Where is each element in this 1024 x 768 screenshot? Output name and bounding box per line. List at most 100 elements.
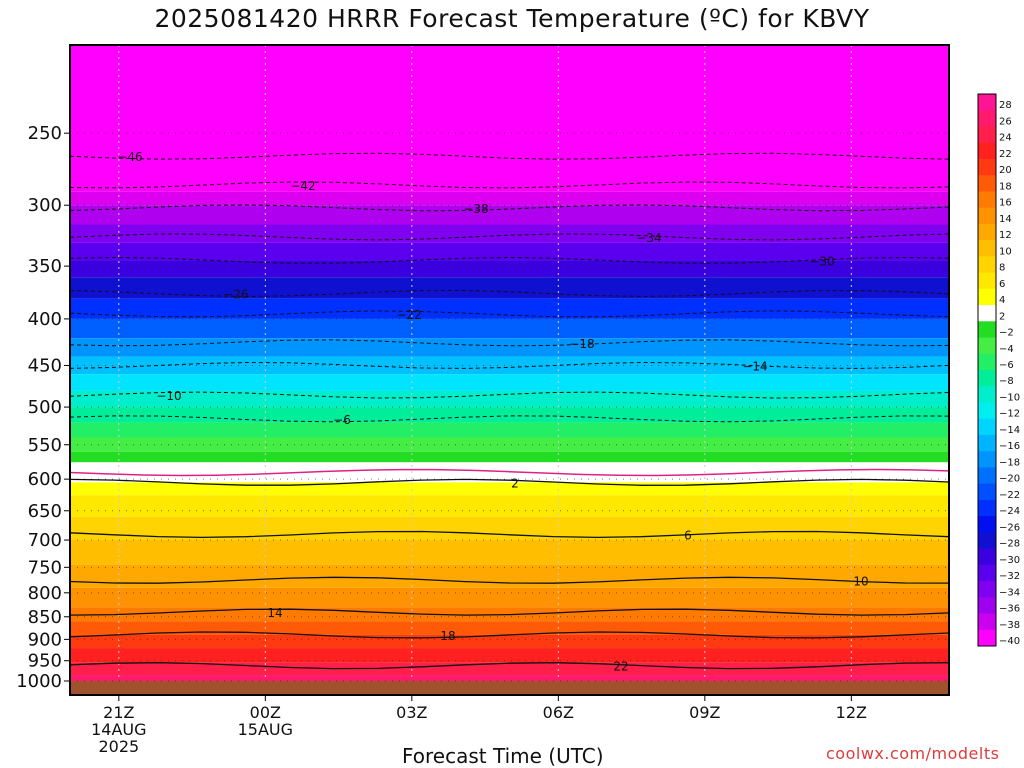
y-tick-label-2: 350 — [28, 256, 62, 277]
contour-label-2: −38 — [463, 202, 488, 216]
temp-band-5 — [70, 260, 949, 278]
plot-frame — [69, 44, 950, 696]
contour-label-13: 10 — [853, 574, 868, 588]
y-tick-label-0: 250 — [28, 123, 62, 144]
colorbar-swatch-14 — [978, 321, 996, 339]
temp-band-16 — [70, 451, 949, 463]
colorbar-label-12: 4 — [999, 295, 1005, 306]
temperature-bands — [70, 45, 949, 695]
x-tick-label-1-1: 15AUG — [238, 720, 293, 739]
colorbar-swatch-7 — [978, 207, 996, 225]
temp-band-15 — [70, 437, 949, 452]
x-tick-label-0-1: 14AUG — [91, 720, 146, 739]
colorbar-frame — [977, 93, 997, 647]
contour-label-5: −26 — [223, 287, 248, 301]
temp-band-14 — [70, 422, 949, 438]
temp-band-26 — [70, 634, 949, 649]
colorbar-swatch-21 — [978, 434, 996, 452]
colorbar-swatch-27 — [978, 532, 996, 550]
colorbar-label-11: 6 — [999, 279, 1005, 290]
colorbar-label-33: −40 — [999, 636, 1020, 647]
contour-label-8: −14 — [742, 359, 767, 373]
colorbar-swatch-0 — [978, 94, 996, 111]
colorbar-label-17: −8 — [999, 376, 1014, 387]
colorbar: 28 26 24 22 20 18 16 14 12 10 8 6 4 2 −2 −4 −6 −8 −10 −12 −1… — [977, 93, 1020, 647]
contour-label-7: −18 — [569, 337, 594, 351]
colorbar-label-1: 26 — [999, 116, 1012, 127]
colorbar-swatch-29 — [978, 564, 996, 582]
x-tick-label-0-0: 21Z — [103, 703, 134, 722]
colorbar-label-7: 14 — [999, 214, 1012, 225]
colorbar-label-10: 8 — [999, 263, 1005, 274]
colorbar-label-24: −22 — [999, 490, 1020, 501]
colorbar-swatch-28 — [978, 548, 996, 566]
credit-text: coolwx.com/modelts — [826, 744, 1000, 763]
colorbar-label-21: −16 — [999, 441, 1020, 452]
colorbar-label-4: 20 — [999, 165, 1012, 176]
temp-band-21 — [70, 540, 949, 565]
contour-label-14: 14 — [267, 606, 282, 620]
temperature-contours: −46 −42 −38 −34 −30 −26 −22 −18 −14 −10 −6 2 6 10 14 18… — [69, 150, 950, 674]
y-tick-label-8: 650 — [28, 501, 62, 522]
colorbar-swatch-9 — [978, 240, 996, 257]
colorbar-swatch-6 — [978, 191, 996, 209]
y-tick-label-13: 900 — [28, 629, 62, 650]
colorbar-swatch-26 — [978, 516, 996, 533]
colorbar-label-18: −10 — [999, 392, 1020, 403]
temp-band-22 — [70, 564, 949, 588]
contour-label-0: −46 — [117, 150, 142, 164]
temp-band-6 — [70, 277, 949, 299]
x-tick-label-4-0: 09Z — [689, 703, 720, 722]
contour-label-12: 6 — [684, 528, 692, 542]
chart-title: 2025081420 HRRR Forecast Temperature (ºC… — [154, 4, 870, 33]
colorbar-label-28: −30 — [999, 555, 1020, 566]
temp-band-27 — [70, 648, 949, 663]
temp-band-8 — [70, 318, 949, 339]
y-tick-label-1: 300 — [28, 195, 62, 216]
temp-band-4 — [70, 242, 949, 261]
colorbar-swatch-19 — [978, 402, 996, 420]
temp-band-20 — [70, 516, 949, 541]
x-tick-label-0-2: 2025 — [98, 737, 139, 756]
colorbar-swatch-33 — [978, 629, 996, 647]
colorbar-swatch-30 — [978, 581, 996, 598]
colorbar-label-3: 22 — [999, 149, 1012, 160]
contour-line-14 — [69, 608, 950, 616]
colorbar-label-31: −36 — [999, 604, 1020, 615]
temp-band-2 — [70, 205, 949, 225]
contour-line-12 — [69, 530, 950, 539]
temp-band-13 — [70, 407, 949, 423]
temp-band-25 — [70, 621, 949, 635]
y-tick-label-3: 400 — [28, 309, 62, 330]
y-tick-label-4: 450 — [28, 355, 62, 376]
colorbar-label-30: −34 — [999, 587, 1020, 598]
colorbar-label-29: −32 — [999, 571, 1020, 582]
colorbar-swatch-11 — [978, 272, 996, 290]
y-tick-label-7: 600 — [28, 469, 62, 490]
y-tick-label-12: 850 — [28, 607, 62, 628]
y-tick-label-6: 550 — [28, 435, 62, 456]
colorbar-swatch-8 — [978, 223, 996, 241]
contour-label-10: −6 — [333, 413, 351, 427]
contour-label-16: 22 — [613, 660, 628, 674]
colorbar-swatch-22 — [978, 451, 996, 468]
colorbar-label-27: −28 — [999, 539, 1020, 550]
colorbar-swatch-15 — [978, 337, 996, 355]
x-tick-label-2-0: 03Z — [396, 703, 427, 722]
temp-band-28 — [70, 662, 949, 676]
y-tick-label-15: 1000 — [16, 671, 62, 692]
contour-line-11 — [69, 478, 950, 486]
colorbar-swatch-17 — [978, 370, 996, 387]
colorbar-label-8: 12 — [999, 230, 1012, 241]
colorbar-swatch-16 — [978, 353, 996, 371]
colorbar-swatch-2 — [978, 126, 996, 144]
contour-label-15: 18 — [440, 629, 455, 643]
colorbar-swatch-18 — [978, 386, 996, 403]
temp-band-12 — [70, 390, 949, 408]
temp-band-29 — [70, 675, 949, 681]
axes: 2503003504004505005506006507007508008509… — [16, 44, 950, 756]
x-tick-label-3-0: 06Z — [543, 703, 574, 722]
freezing-level-line — [69, 468, 950, 477]
contour-label-9: −10 — [156, 389, 181, 403]
colorbar-label-22: −18 — [999, 457, 1020, 468]
